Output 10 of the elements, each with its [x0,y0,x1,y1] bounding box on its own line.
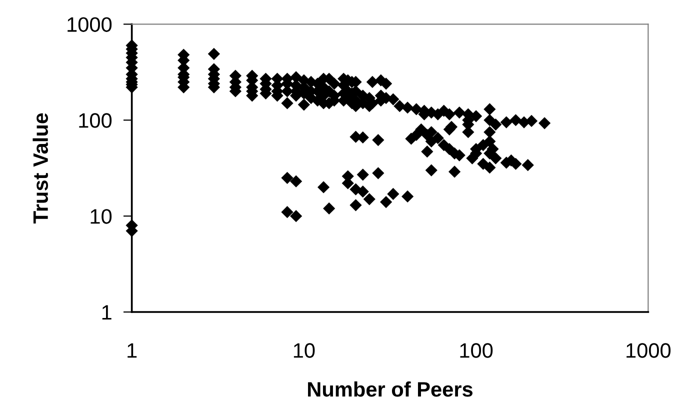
y-tick-label: 1 [102,305,112,320]
x-tick-label: 1000 [626,343,671,358]
x-axis-title: Number of Peers [308,381,472,397]
x-tick-label: 100 [460,343,493,358]
x-tick-label: 10 [294,343,315,358]
y-tick-label: 1000 [68,17,112,32]
y-axis-title: Trust Value [32,113,48,224]
x-tick-label: 1 [128,343,137,358]
y-tick-label: 10 [90,209,112,224]
y-tick-label: 100 [79,113,112,128]
